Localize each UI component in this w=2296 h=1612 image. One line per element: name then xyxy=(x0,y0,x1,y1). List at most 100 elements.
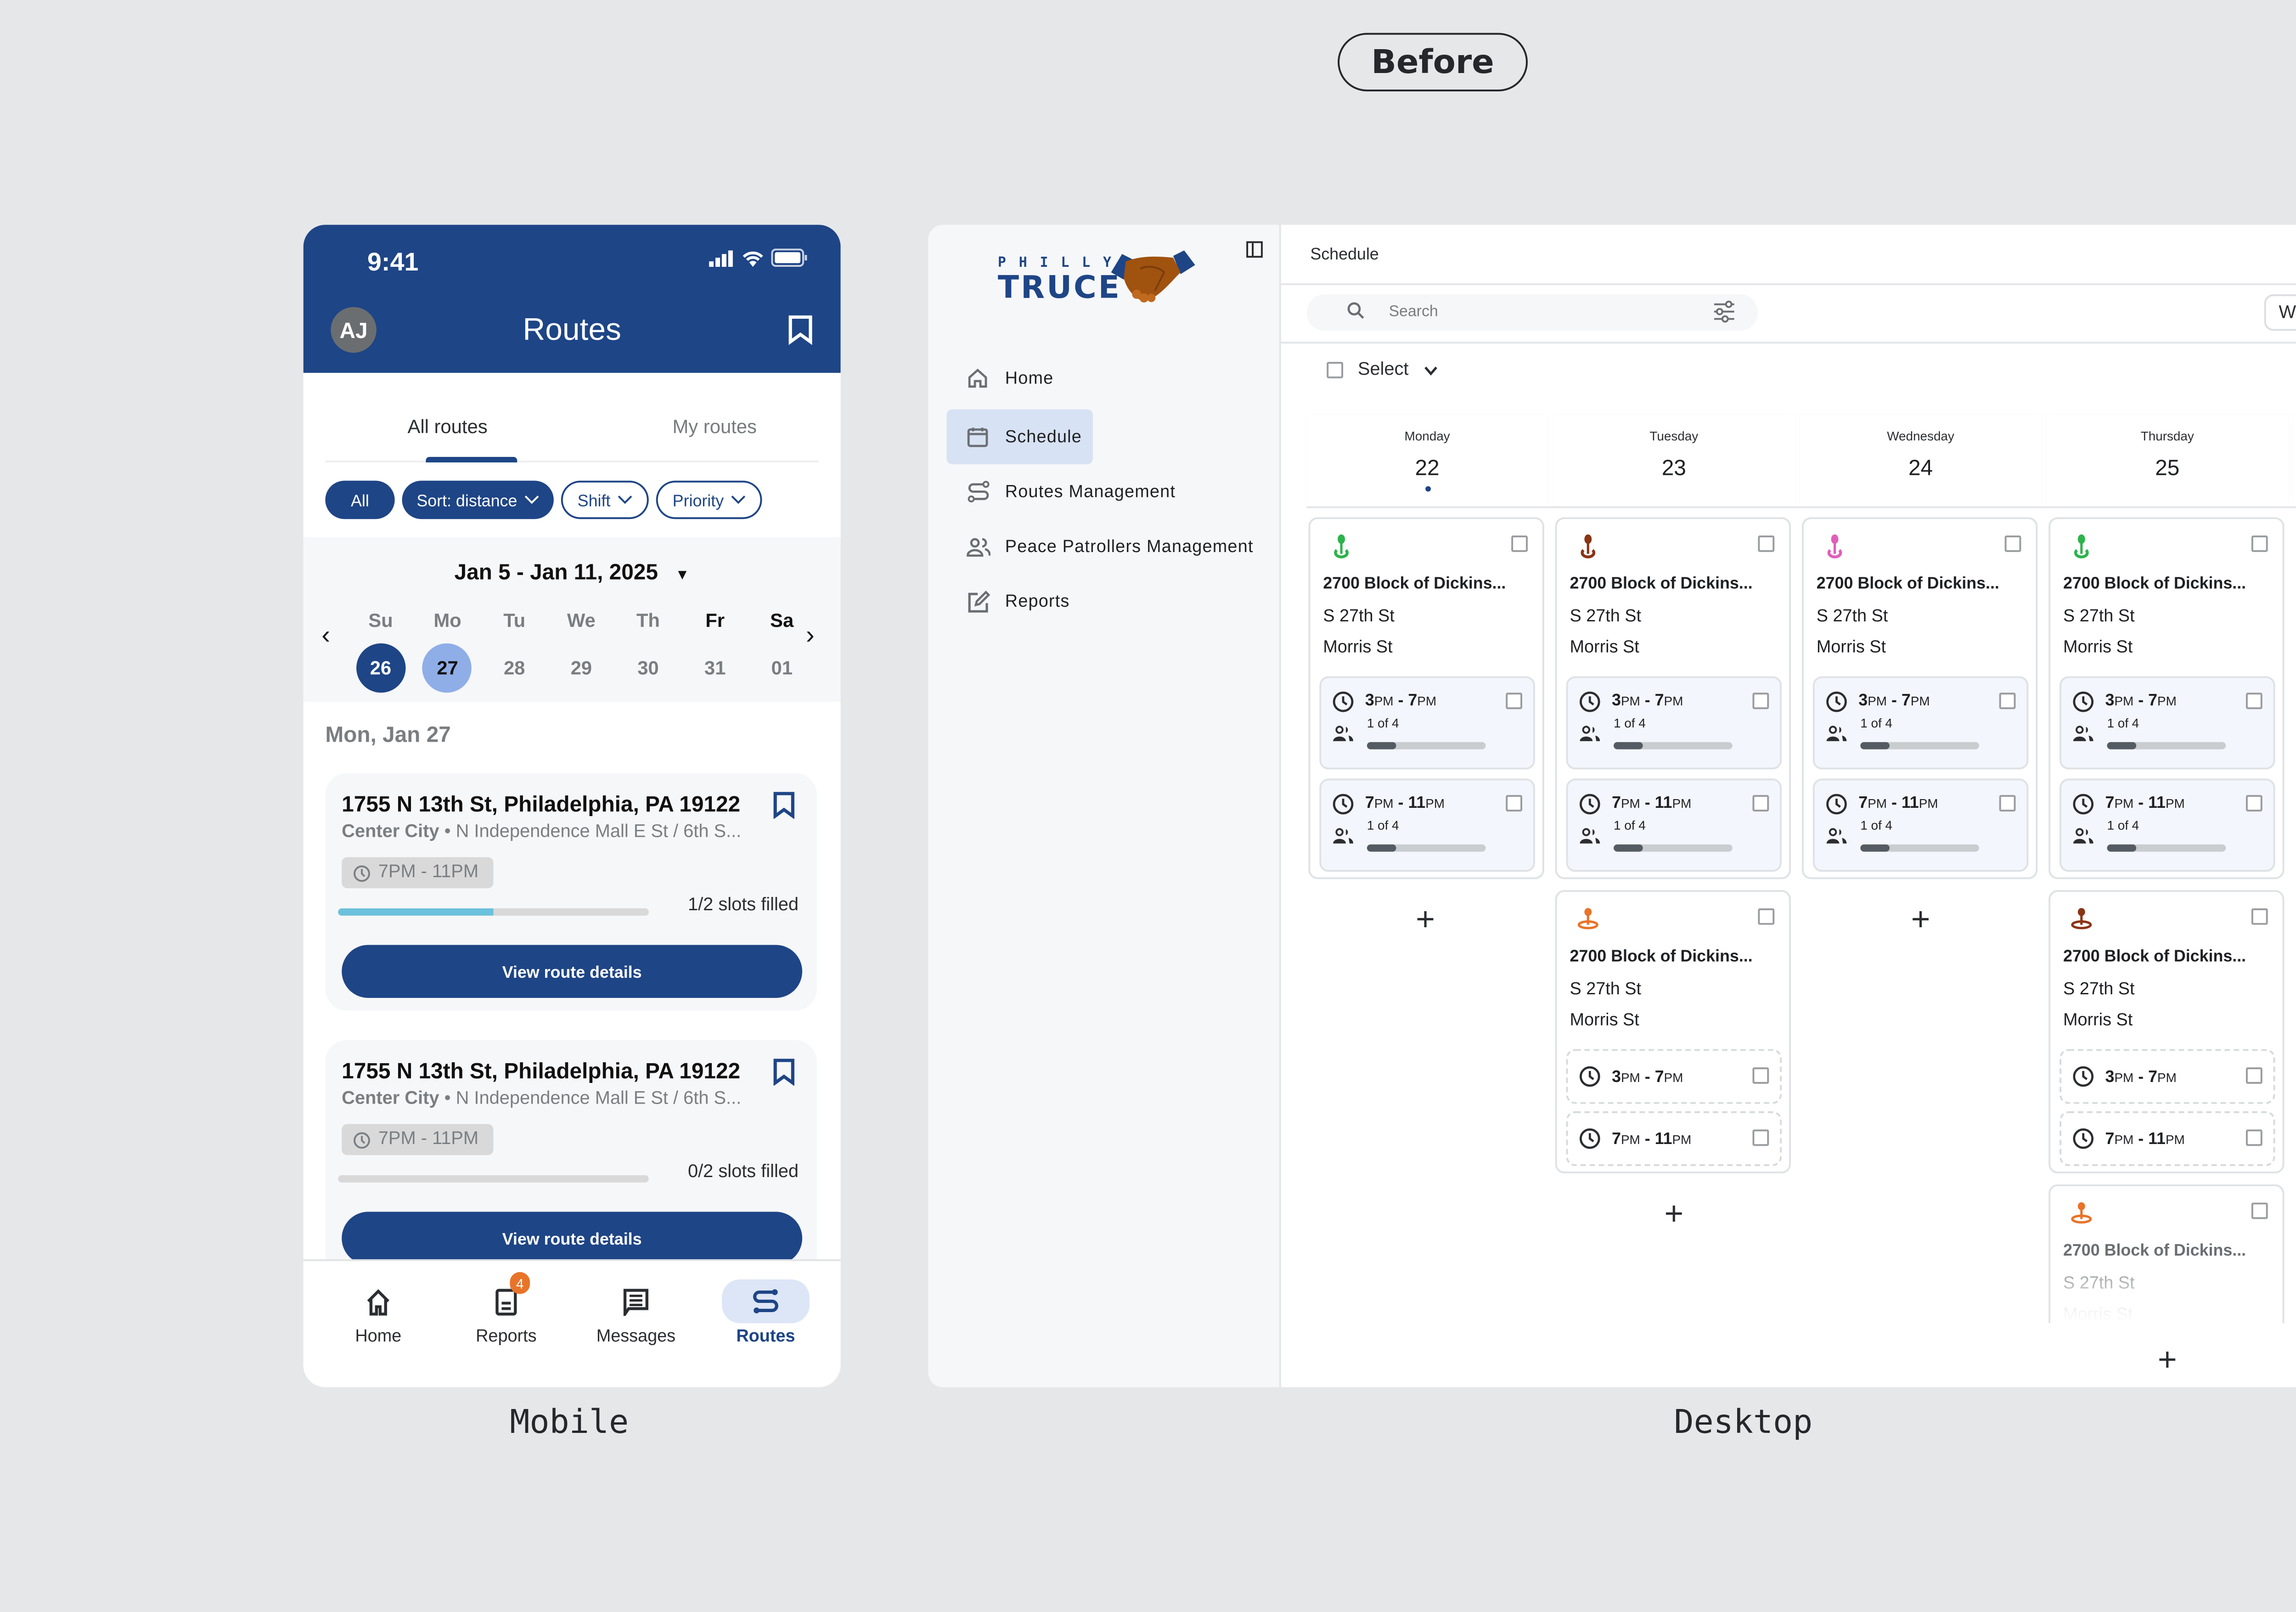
select-all-control[interactable]: Select xyxy=(1327,360,1438,380)
view-route-details-button[interactable]: View route details xyxy=(342,1212,803,1265)
active-tab-indicator xyxy=(426,457,518,462)
bookmark-route-button[interactable] xyxy=(773,791,795,828)
card-checkbox[interactable] xyxy=(1758,535,1775,552)
shift-slot[interactable]: 3PM - 7PM 1 of 4 xyxy=(1812,676,2029,770)
nav-routes[interactable]: Routes xyxy=(711,1279,821,1347)
day-item[interactable]: Su 26 xyxy=(347,610,414,693)
shift-slot[interactable]: 3PM - 7PM 1 of 4 xyxy=(2060,676,2275,770)
day-item[interactable]: Tu 28 xyxy=(481,610,548,693)
route-card[interactable]: 2700 Block of Dickins... S 27th St Morri… xyxy=(1555,890,1791,1173)
route-card[interactable]: 2700 Block of Dickins... S 27th St Morri… xyxy=(1308,517,1544,879)
week-range-dropdown[interactable]: Jan 5 - Jan 11, 2025 ▼ xyxy=(304,559,841,585)
card-checkbox[interactable] xyxy=(2251,535,2268,552)
tab-my-routes[interactable]: My routes xyxy=(672,417,757,439)
search-input[interactable]: Search xyxy=(1306,294,1758,331)
shift-checkbox[interactable] xyxy=(2245,693,2262,710)
handshake-icon xyxy=(1111,250,1195,303)
toolbar: Search Weekly 1-5 of 14 ‹ › xyxy=(1281,283,2296,344)
view-mode-select[interactable]: Weekly xyxy=(2264,294,2296,331)
tab-all-routes[interactable]: All routes xyxy=(407,417,488,439)
day-column-header: Monday 22 xyxy=(1306,415,1548,507)
shift-slot[interactable]: 3PM - 7PM 1 of 4 xyxy=(1319,676,1535,770)
shift-slot[interactable]: 7PM - 11PM 1 of 4 xyxy=(2060,778,2275,872)
card-checkbox[interactable] xyxy=(2251,1202,2268,1219)
card-title: 2700 Block of Dickins... xyxy=(1570,947,1753,965)
add-route-button[interactable]: + xyxy=(2157,1341,2177,1378)
shift-checkbox[interactable] xyxy=(1999,693,2016,710)
bottom-nav: Home 4 Reports Messages Routes xyxy=(303,1259,841,1387)
sidebar-item-home[interactable]: Home xyxy=(946,351,1257,406)
status-icons xyxy=(709,248,808,267)
prev-week-button[interactable]: ‹ xyxy=(321,620,331,649)
day-item[interactable]: We 29 xyxy=(548,610,615,693)
wifi-icon xyxy=(743,250,763,266)
collapse-sidebar-button[interactable] xyxy=(1246,241,1263,258)
nav-label: Messages xyxy=(596,1327,676,1347)
filter-sliders-icon[interactable] xyxy=(1712,300,1736,324)
day-label: Sa xyxy=(770,610,794,632)
day-column-header: Thursday 25 xyxy=(2047,415,2288,507)
view-route-details-button[interactable]: View route details xyxy=(342,945,803,998)
route-card[interactable]: 2700 Block of Dickins... S 27th St Morri… xyxy=(2048,1184,2285,1324)
shift-checkbox[interactable] xyxy=(1752,1067,1769,1084)
route-card[interactable]: 2700 Block of Dickins... S 27th St Morri… xyxy=(1555,517,1791,879)
shift-checkbox[interactable] xyxy=(1752,795,1769,812)
day-item[interactable]: Fr 31 xyxy=(681,610,748,693)
chip-sort[interactable]: Sort: distance xyxy=(402,480,554,519)
shift-slot[interactable]: 7PM - 11PM 1 of 4 xyxy=(1812,778,2029,872)
shift-slot[interactable]: 3PM - 7PM xyxy=(1566,1049,1782,1104)
bookmark-button[interactable] xyxy=(788,314,813,355)
day-item[interactable]: Sa 01 xyxy=(748,610,816,693)
shift-time: 7PM - 11PM xyxy=(2105,793,2185,812)
add-route-button[interactable]: + xyxy=(1911,901,1930,938)
logo-line1: PHILLY xyxy=(997,254,1124,271)
sidebar-item-schedule[interactable]: Schedule xyxy=(946,409,1093,464)
select-all-checkbox[interactable] xyxy=(1327,361,1344,378)
shift-checkbox[interactable] xyxy=(1752,1129,1769,1146)
chip-priority[interactable]: Priority xyxy=(656,480,762,519)
shift-slot[interactable]: 3PM - 7PM xyxy=(2060,1049,2275,1104)
slot-progress xyxy=(1613,844,1733,852)
add-route-button[interactable]: + xyxy=(1664,1195,1684,1232)
nav-reports[interactable]: 4 Reports xyxy=(451,1272,561,1347)
card-checkbox[interactable] xyxy=(2251,908,2268,925)
sidebar-item-peace-patrollers[interactable]: Peace Patrollers Management xyxy=(946,519,1257,574)
chip-all[interactable]: All xyxy=(325,480,395,519)
sidebar-item-reports[interactable]: Reports xyxy=(946,574,1257,629)
avatar[interactable]: AJ xyxy=(331,307,377,353)
shift-checkbox[interactable] xyxy=(2245,795,2262,812)
nav-home[interactable]: Home xyxy=(323,1283,433,1347)
day-number: 25 xyxy=(2155,455,2180,481)
nav-messages[interactable]: Messages xyxy=(581,1283,691,1347)
shift-checkbox[interactable] xyxy=(1752,693,1769,710)
shift-slot[interactable]: 7PM - 11PM xyxy=(2060,1111,2275,1166)
chip-shift[interactable]: Shift xyxy=(561,480,649,519)
day-column-header: Wednesday 24 xyxy=(1800,415,2042,507)
shift-slot[interactable]: 3PM - 7PM 1 of 4 xyxy=(1566,676,1782,770)
add-route-button[interactable]: + xyxy=(1416,901,1435,938)
shift-slot[interactable]: 7PM - 11PM xyxy=(1566,1111,1782,1166)
sidebar-item-routes-management[interactable]: Routes Management xyxy=(946,464,1257,519)
slot-count: 1 of 4 xyxy=(1613,820,1646,834)
shift-slot[interactable]: 7PM - 11PM 1 of 4 xyxy=(1566,778,1782,872)
shift-checkbox[interactable] xyxy=(1506,795,1523,812)
route-card[interactable]: 2700 Block of Dickins... S 27th St Morri… xyxy=(1801,517,2038,879)
shift-slot[interactable]: 7PM - 11PM 1 of 4 xyxy=(1319,778,1535,872)
route-address: 1755 N 13th St, Philadelphia, PA 19122 xyxy=(342,1058,741,1084)
shift-checkbox[interactable] xyxy=(2245,1067,2262,1084)
next-week-button[interactable]: › xyxy=(806,620,815,649)
route-card[interactable]: 2700 Block of Dickins... S 27th St Morri… xyxy=(2048,890,2285,1173)
card-checkbox[interactable] xyxy=(2004,535,2021,552)
shift-checkbox[interactable] xyxy=(1999,795,2016,812)
bookmark-route-button[interactable] xyxy=(773,1058,795,1095)
slot-count: 1 of 4 xyxy=(1367,820,1399,834)
route-card[interactable]: 2700 Block of Dickins... S 27th St Morri… xyxy=(2048,517,2285,879)
day-item[interactable]: Mo 27 xyxy=(414,610,481,693)
shift-checkbox[interactable] xyxy=(2245,1129,2262,1146)
shift-checkbox[interactable] xyxy=(1506,693,1523,710)
day-item[interactable]: Th 30 xyxy=(615,610,682,693)
slot-progress xyxy=(1367,742,1486,750)
card-checkbox[interactable] xyxy=(1758,908,1775,925)
location-pin-icon xyxy=(1334,534,1349,558)
card-checkbox[interactable] xyxy=(1511,535,1528,552)
